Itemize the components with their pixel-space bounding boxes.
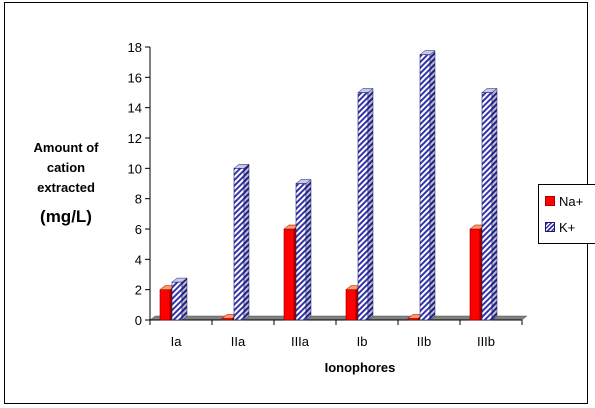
x-tick-label: IIb: [417, 334, 431, 349]
y-axis-label-line-1: Amount of: [33, 140, 99, 155]
bar-k-Ia: [171, 277, 188, 321]
y-tick-label: 2: [135, 283, 142, 298]
bar-k-IIIa: [295, 178, 312, 321]
y-tick-label: 14: [128, 101, 142, 116]
y-tick-label: 0: [135, 313, 142, 328]
x-tick-label: IIa: [231, 334, 246, 349]
y-tick-label: 4: [135, 252, 142, 267]
x-tick-label: IIIb: [477, 334, 495, 349]
legend-label-k: K+: [559, 219, 576, 235]
y-tick-label: 10: [128, 161, 142, 176]
legend-item-k: K+: [545, 219, 575, 235]
bar-k-Ib: [357, 87, 374, 321]
x-tick-label: Ib: [357, 334, 368, 349]
y-axis-label-unit: (mg/L): [40, 207, 92, 226]
bar-k-IIb: [419, 50, 436, 321]
bar-k-IIIb: [481, 87, 498, 321]
y-tick-label: 12: [128, 131, 142, 146]
y-axis-label-line-2: cation: [46, 160, 86, 175]
legend-swatch-k: [545, 222, 555, 232]
y-tick-label: 8: [135, 192, 142, 207]
y-tick-label: 18: [128, 40, 142, 55]
legend: Na+ K+: [538, 184, 595, 244]
legend-swatch-na: [545, 196, 555, 206]
bar-k-IIa: [233, 163, 250, 321]
y-axis-label-line-3: extracted: [37, 180, 95, 195]
x-tick-label: IIIa: [291, 334, 310, 349]
legend-label-na: Na+: [559, 193, 584, 209]
y-tick-label: 6: [135, 222, 142, 237]
x-tick-label: Ia: [171, 334, 183, 349]
y-tick-label: 16: [128, 70, 142, 85]
x-axis-label: Ionophores: [324, 360, 396, 375]
legend-item-na: Na+: [545, 193, 583, 209]
